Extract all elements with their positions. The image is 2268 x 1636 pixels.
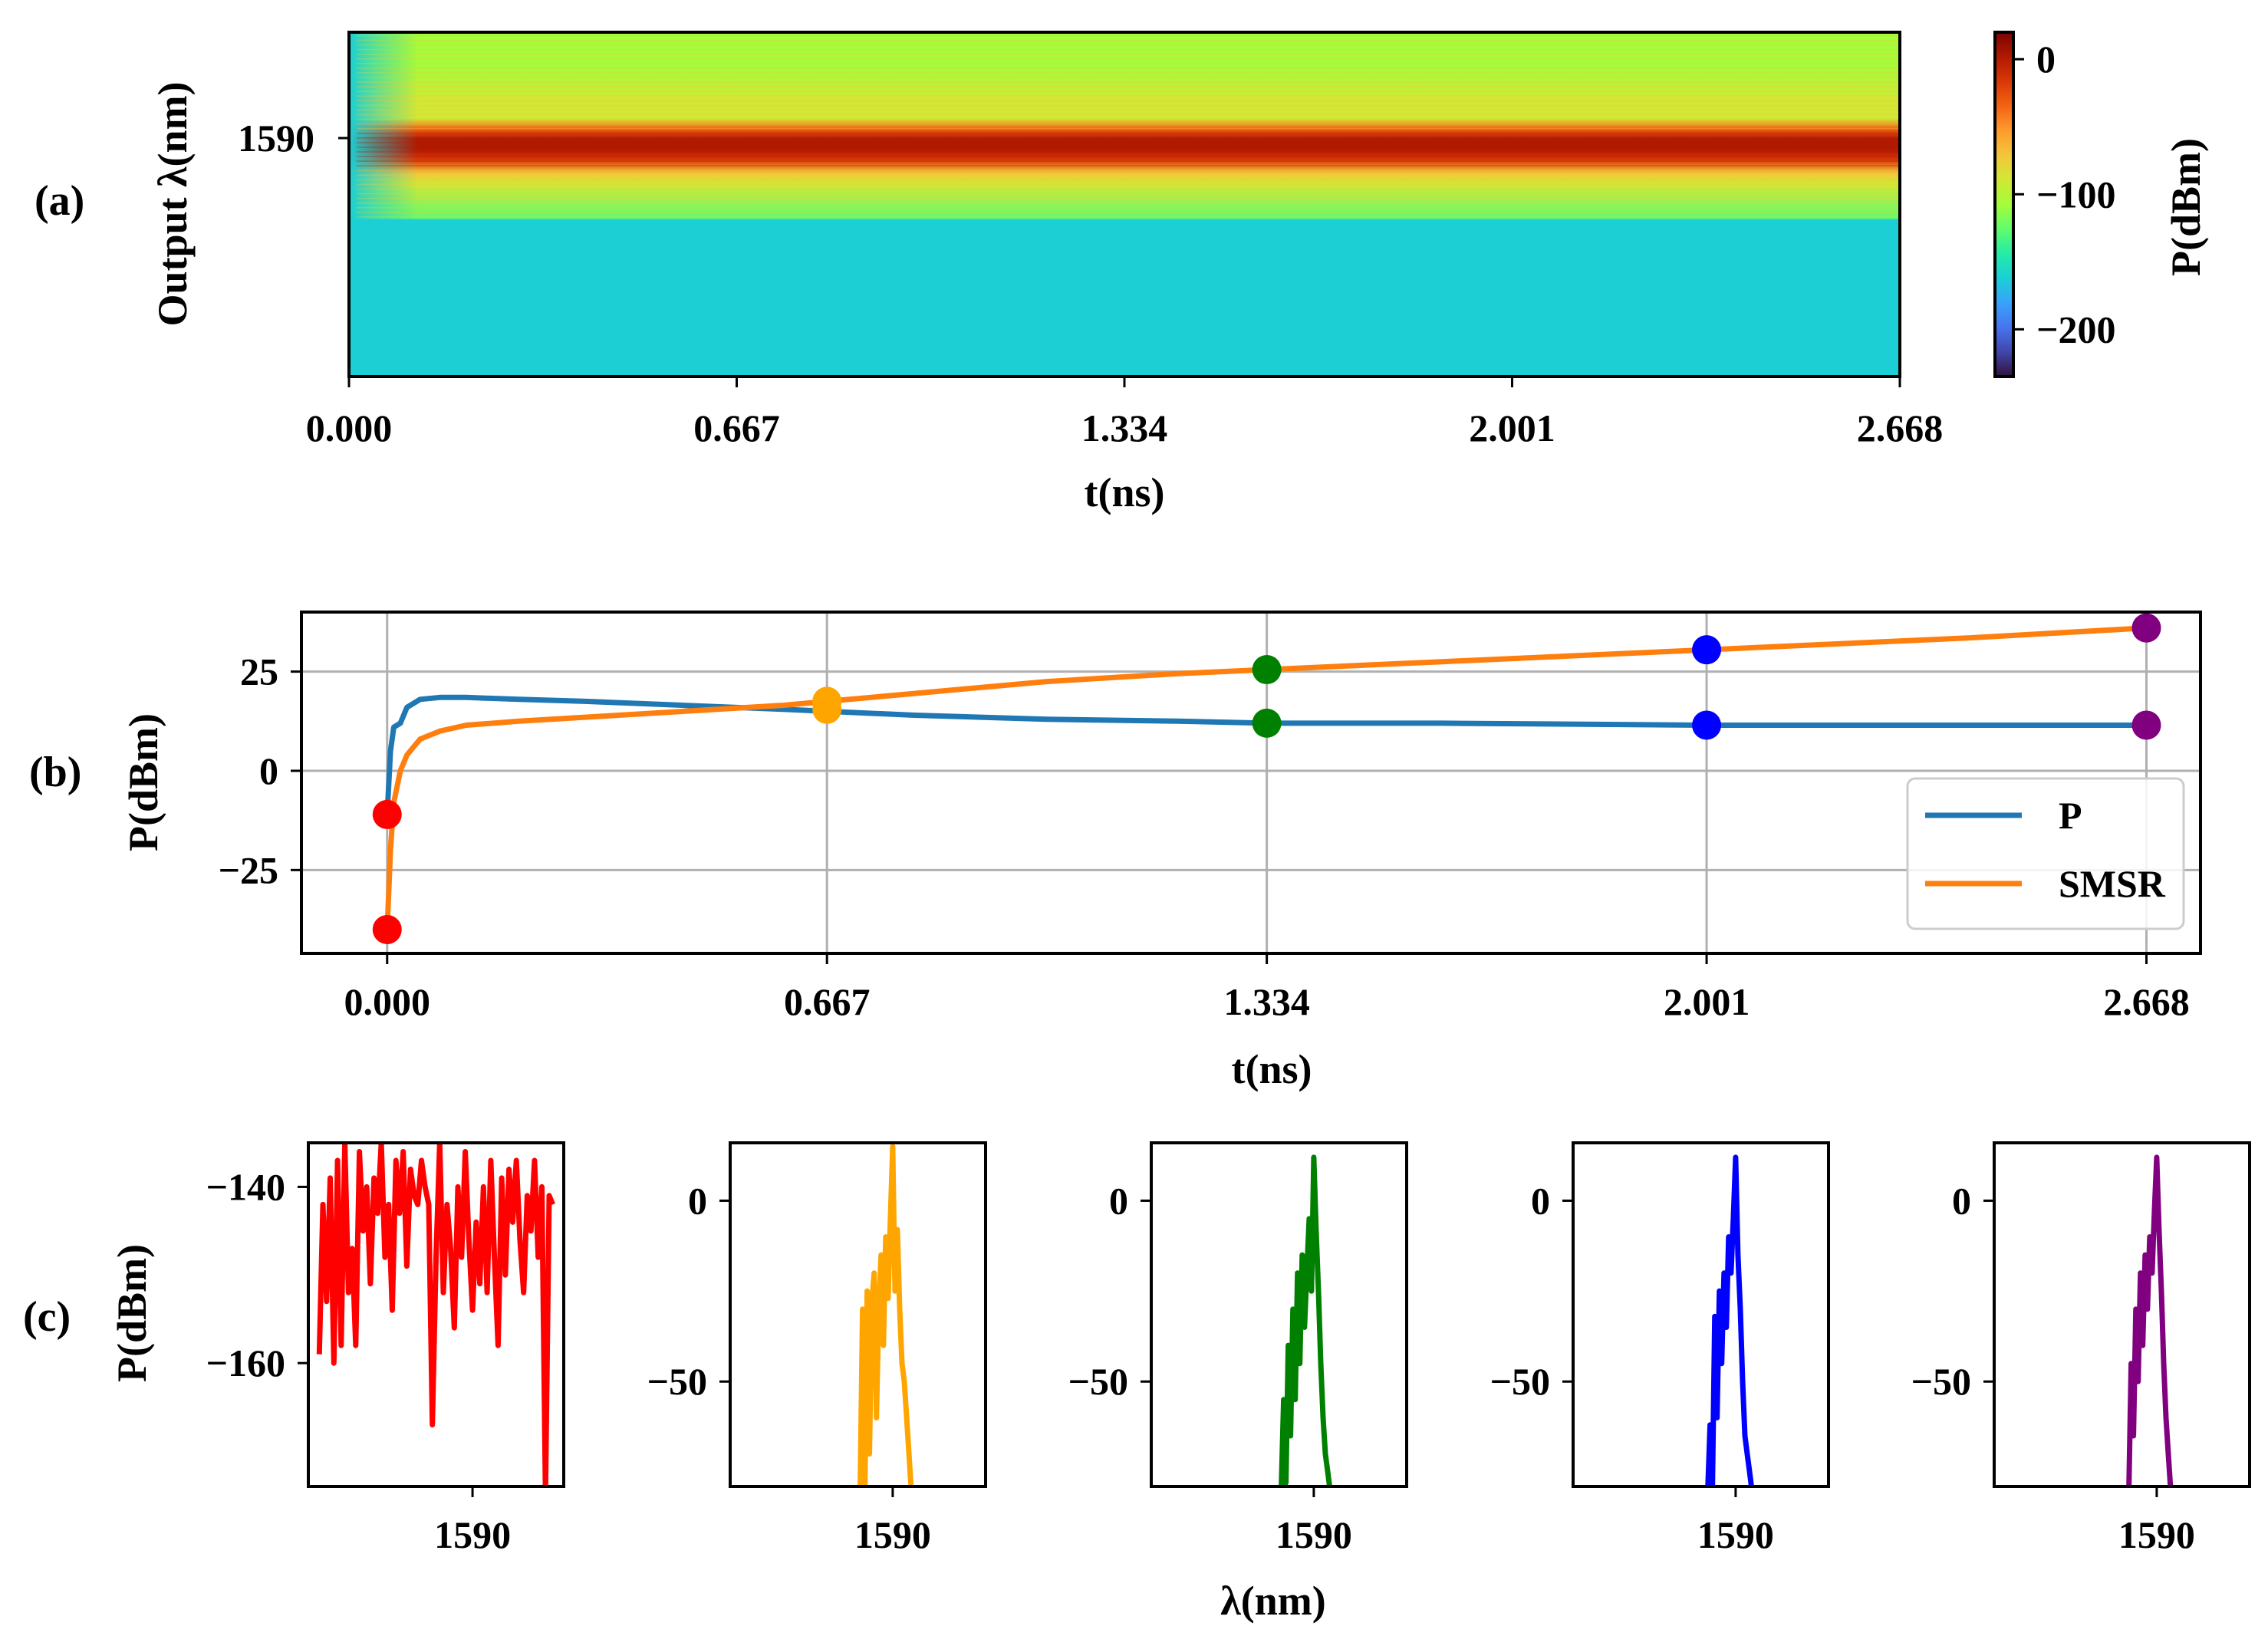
spectrum-xtick-label: 1590 [1276,1513,1352,1556]
spectrum-subplot-2: 1590 0 −50 [647,1141,987,1556]
sample-marker [1252,655,1282,685]
spectrum-frame [307,1141,565,1488]
panel-b-ytick-label: −25 [219,848,279,891]
panel-a-xlabel: t(ns) [1085,469,1165,515]
panel-b-ytick-label: 0 [259,749,278,792]
sample-marker [372,799,402,829]
panel-a-ytick-label: 1590 [238,117,314,160]
spectrum-line [1705,1154,1755,1486]
spectrum-subplot-4: 1590 0 −50 [1490,1141,1830,1556]
spectrum-subplot-3: 1590 0 −50 [1068,1141,1408,1556]
spectrum-subplot-1: 1590 −140 −160 [206,1141,565,1556]
spectrum-ytick-label: 0 [1109,1179,1128,1222]
spectrum-subplot-5: 1590 0 −50 [1911,1141,2251,1556]
legend-label-P: P [2059,794,2082,837]
spectrum-xtick-label: 1590 [2118,1513,2195,1556]
colorbar-tick-label: 0 [2036,38,2056,81]
spectrum-line-group [316,1143,555,1486]
sample-marker [1252,708,1282,738]
panel-a-xtick-label: 0.000 [306,407,393,449]
panel-b-ytick-label: 25 [240,650,278,693]
panel-b-xtick-label: 0.667 [784,980,871,1023]
panel-a-axes: 0.000 0.667 1.334 2.001 2.668 1590 [238,117,1943,449]
panel-b-ylabel: P(dBm) [120,713,166,851]
spectrum-ytick-label: 0 [688,1179,707,1222]
spectrum-ytick-label: −140 [206,1165,286,1208]
legend: P SMSR [1906,777,2185,930]
spectrum-ytick-label: −50 [647,1360,708,1403]
panel-a-xtick-label: 2.668 [1857,407,1944,449]
colorbar-frame [1993,31,2015,378]
panel-b-markers [372,613,2161,944]
panel-c-ylabel: P(dBm) [109,1244,155,1382]
spectrum-frame [729,1141,987,1488]
panel-b: (b) 0.000 0.667 1.334 2.001 2.668 25 0 −25 P SM… [29,611,2202,1092]
panel-a-xtick-label: 0.667 [693,407,780,449]
heatmap-mode-lines [357,35,1900,218]
spectrum-ytick-label: 0 [1952,1179,1971,1222]
heatmap-image [349,32,1900,377]
spectrum-ytick-label: −50 [1068,1360,1129,1403]
legend-box [1906,777,2185,930]
panel-c-label: (c) [23,1293,71,1341]
panel-b-label: (b) [29,749,81,796]
panel-c-subplots: 1590−140−16015900−5015900−5015900−501590… [206,1141,2251,1556]
spectrum-ytick-label: −50 [1490,1360,1551,1403]
series-line-P [384,694,2147,815]
sample-marker [1692,635,1722,665]
panel-c: (c) 1590 −140 −160 1590 0 −50 1590 0 −50 1590 0 −50… [23,1141,2251,1624]
panel-a-label: (a) [35,177,84,225]
spectrum-line-group [1279,1154,1333,1486]
spectrum-line [316,1143,555,1486]
spectrum-xtick-label: 1590 [1697,1513,1774,1556]
sample-marker [1692,710,1722,740]
spectrum-line [1279,1154,1333,1486]
spectrum-ytick-label: 0 [1531,1179,1550,1222]
heatmap-turn-on-region [349,32,418,377]
spectrum-line-group [1705,1154,1755,1486]
sample-marker [2131,710,2161,740]
panel-a-ylabel: Output λ(nm) [150,81,196,326]
spectrum-line-group [2126,1154,2174,1486]
spectrum-frame [1150,1141,1408,1488]
spectrum-frame [1993,1141,2251,1488]
panel-b-xtick-label: 0.000 [344,980,431,1023]
panel-b-xlabel: t(ns) [1232,1046,1312,1092]
colorbar-label: P(dBm) [2163,138,2209,276]
colorbar-ticks: 0 −100 −200 [2013,38,2116,351]
colorbar [1995,32,2013,377]
legend-label-SMSR: SMSR [2059,862,2166,905]
panel-a-xtick-label: 2.001 [1469,407,1555,449]
panel-b-frame [300,611,2202,955]
spectrum-xtick-label: 1590 [854,1513,931,1556]
panel-a-xtick-label: 1.334 [1081,407,1168,449]
panel-b-xtick-label: 1.334 [1223,980,1310,1023]
panel-c-xlabel: λ(nm) [1220,1578,1326,1624]
spectrum-ytick-label: −160 [206,1341,286,1384]
panel-b-xtick-label: 2.001 [1664,980,1750,1023]
sample-marker [2131,613,2161,643]
sample-marker [812,686,842,716]
series-line-SMSR [384,625,2147,930]
sample-marker [372,914,402,944]
panel-b-axes: 0.000 0.667 1.334 2.001 2.668 25 0 −25 [219,650,2190,1023]
spectrum-frame [1572,1141,1830,1488]
spectrum-line-group [857,1144,914,1486]
panel-b-xtick-label: 2.668 [2103,980,2190,1023]
colorbar-tick-label: −200 [2036,308,2116,351]
spectrum-line [2126,1154,2174,1486]
spectrum-xtick-label: 1590 [434,1513,511,1556]
colorbar-tick-label: −100 [2036,173,2116,216]
spectrum-ytick-label: −50 [1911,1360,1972,1403]
spectrum-line [857,1144,914,1486]
